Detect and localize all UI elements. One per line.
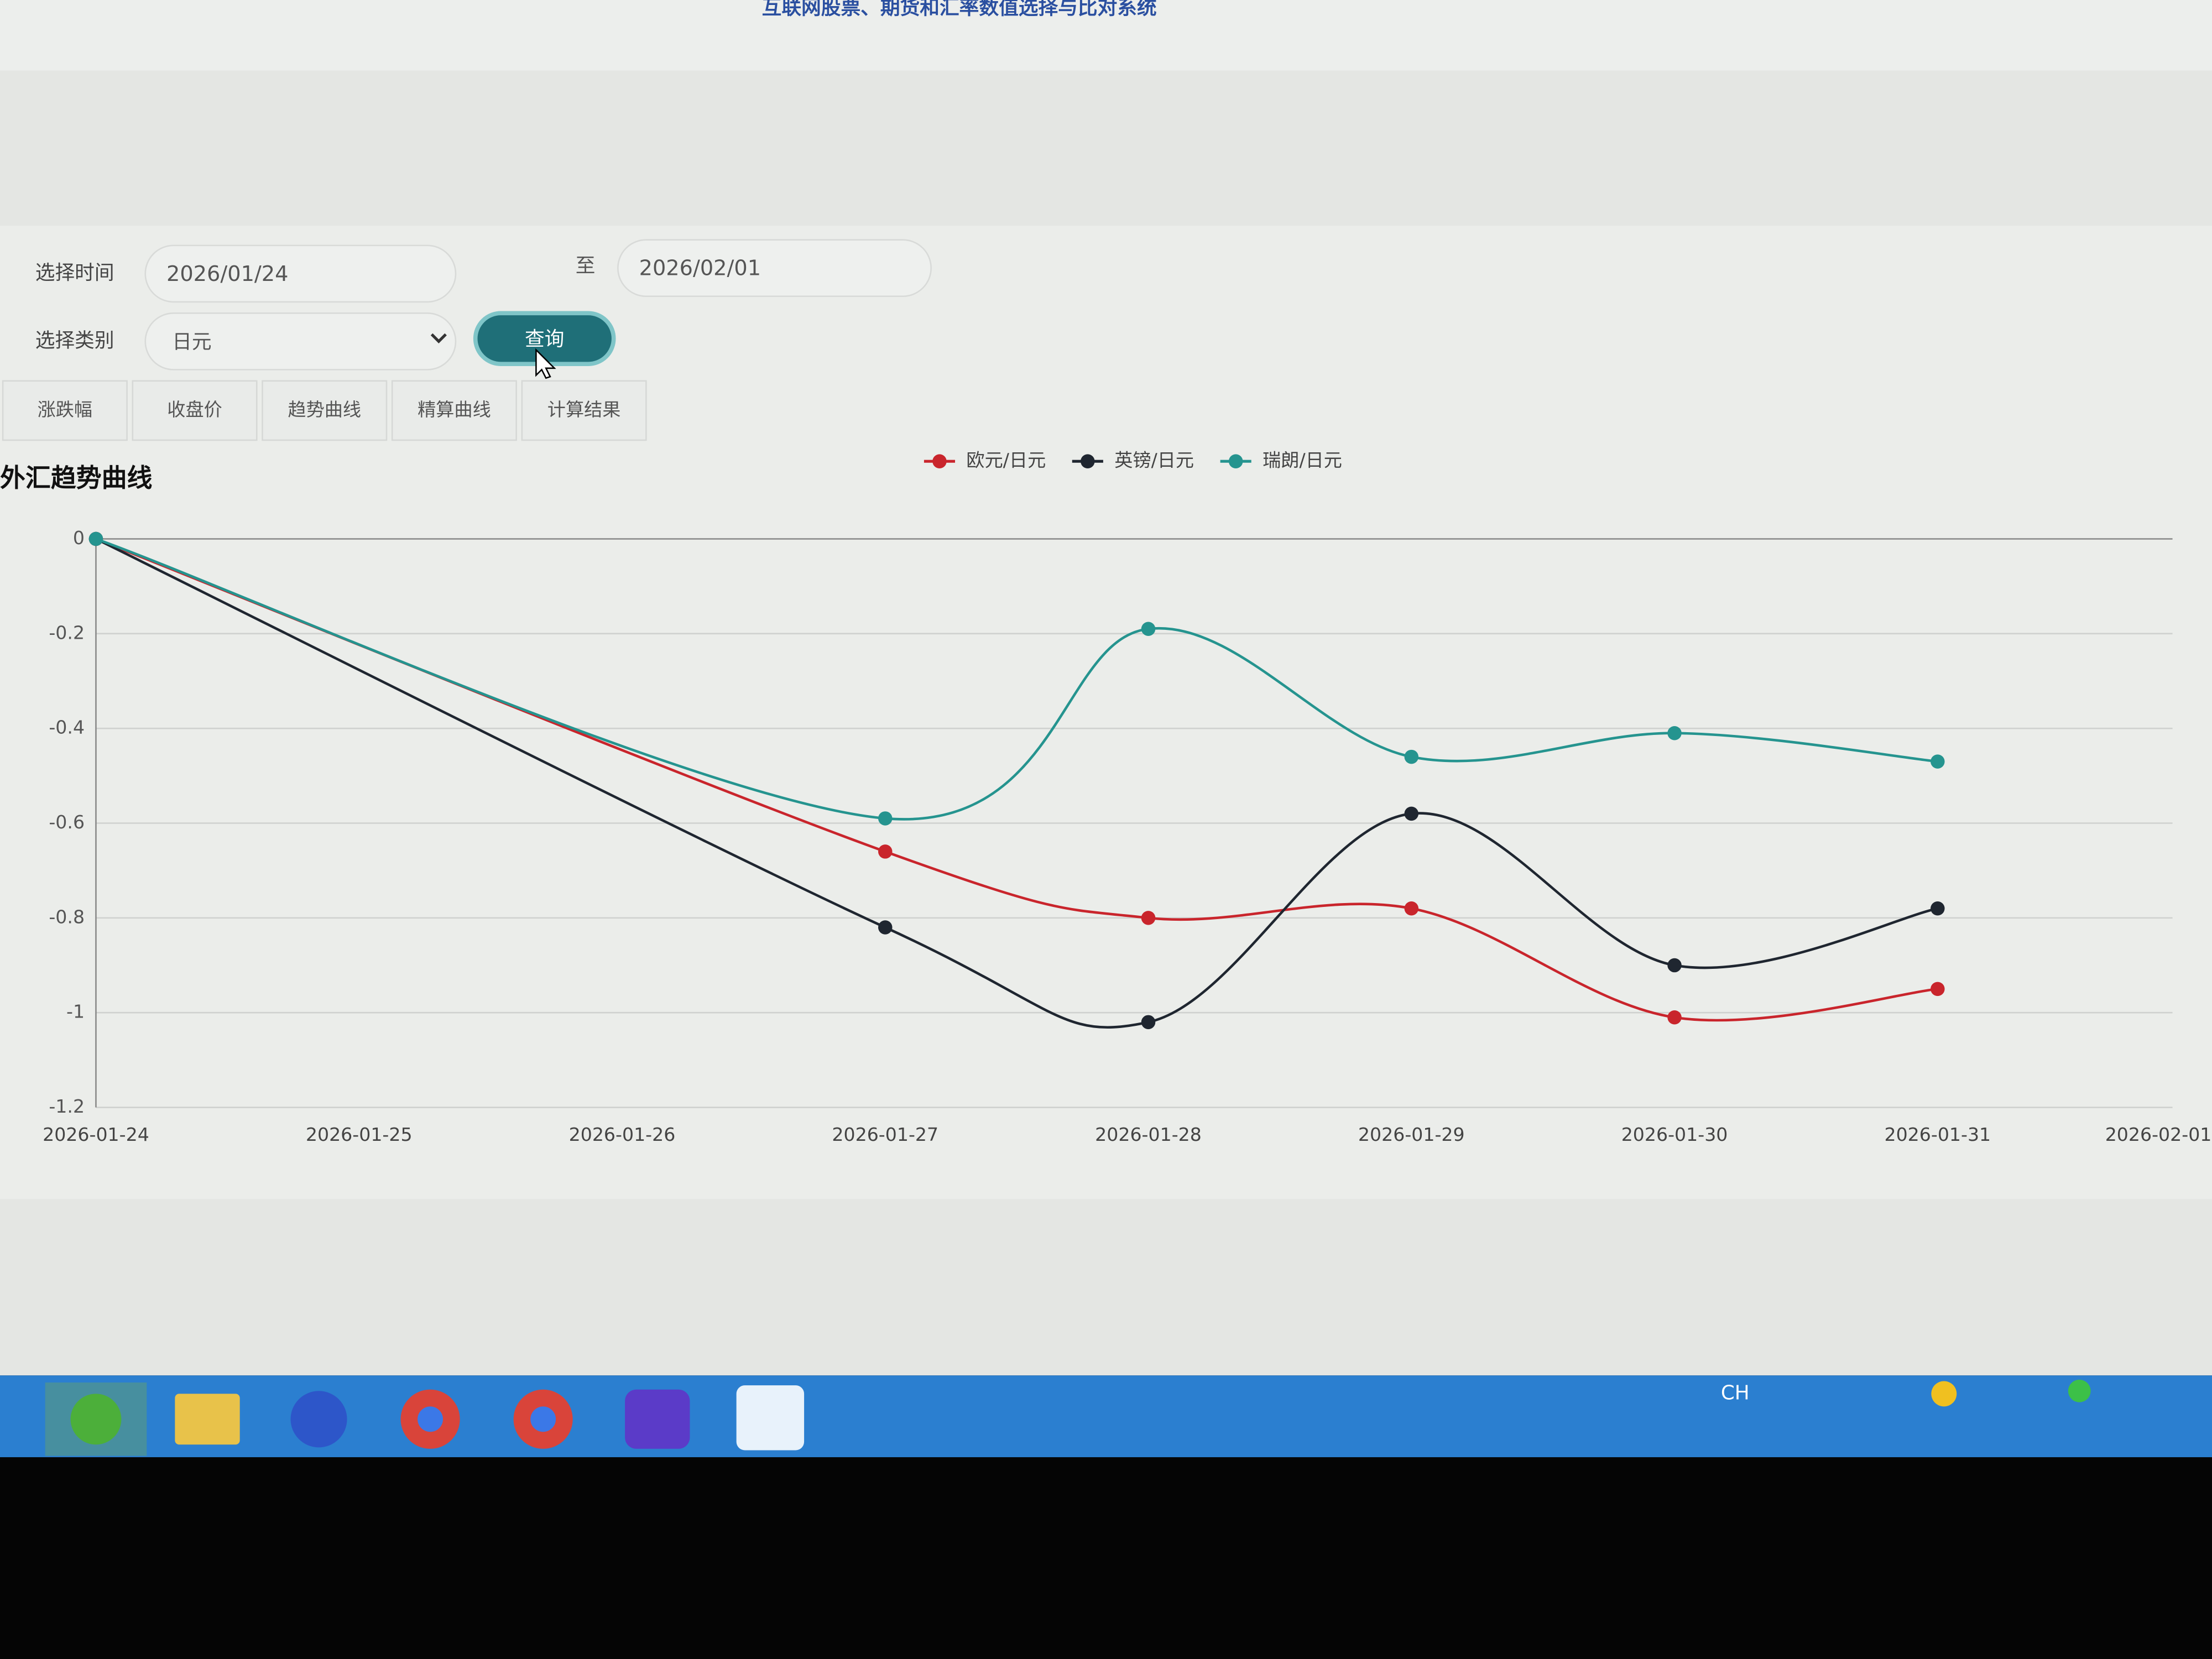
x-tick-label: 2026-01-29 (1358, 1124, 1465, 1145)
tab[interactable] (521, 380, 647, 441)
lang-indicator[interactable]: CH (1721, 1381, 1750, 1404)
tab-label: 收盘价 (167, 399, 222, 420)
ai-icon[interactable] (625, 1389, 690, 1449)
legend-marker (1228, 454, 1243, 468)
y-tick-label: -1.2 (49, 1095, 85, 1117)
point (1667, 726, 1682, 740)
bezel (0, 1457, 2212, 1659)
y-tick-label: -0.6 (49, 811, 85, 833)
x-tick-label: 2026-01-24 (43, 1124, 149, 1145)
tab[interactable] (2, 380, 128, 441)
y-tick-label: -0.8 (49, 906, 85, 927)
y-tick-label: -0.4 (49, 717, 85, 738)
header-title: 互联网股票、期货和汇率数值选择与比对系统 (762, 0, 1157, 19)
tab-label: 涨跌幅 (38, 399, 92, 420)
chrome-center (418, 1406, 444, 1432)
start-date: 2026/01/24 (166, 262, 288, 286)
end-input[interactable] (617, 239, 932, 297)
category-value: 日元 (172, 331, 211, 353)
tab[interactable] (391, 380, 517, 441)
point (1404, 901, 1419, 916)
x-tick-label: 2026-01-25 (306, 1124, 413, 1145)
x-tick-label: 2026-01-31 (1884, 1124, 1991, 1145)
time-label: 选择时间 (35, 262, 114, 284)
point (1141, 1015, 1156, 1030)
category-label: 选择类别 (35, 329, 114, 352)
header-bar (0, 0, 2212, 71)
legend-label: 英镑/日元 (1114, 450, 1194, 471)
chart-title: 外汇趋势曲线 (0, 463, 152, 493)
query-button-label: 查询 (525, 328, 564, 351)
ie-icon[interactable] (70, 1394, 122, 1445)
x-tick-label: 2026-02-01 (2105, 1124, 2212, 1145)
point (1931, 754, 1945, 769)
chrome-center-2 (530, 1406, 556, 1432)
point (1141, 622, 1156, 637)
point (88, 531, 103, 546)
folder-icon[interactable] (175, 1394, 240, 1445)
tray-icon[interactable] (1931, 1381, 1957, 1407)
x-tick-label: 2026-01-28 (1095, 1124, 1202, 1145)
end-date: 2026/02/01 (639, 256, 761, 281)
y-tick-label: 0 (73, 527, 85, 549)
point (878, 920, 893, 935)
tab-label: 趋势曲线 (288, 399, 361, 420)
tab[interactable] (132, 380, 258, 441)
start-input[interactable] (144, 244, 457, 303)
category-select[interactable] (144, 312, 457, 371)
point (1667, 1010, 1682, 1025)
point (1404, 806, 1419, 821)
select-arrow (430, 333, 447, 343)
legend-marker (932, 454, 947, 468)
legend-label: 瑞朗/日元 (1262, 450, 1342, 471)
tray-icon-2[interactable] (2068, 1379, 2091, 1402)
point (878, 811, 893, 826)
point (1404, 749, 1419, 764)
legend-marker (1081, 454, 1095, 468)
point (878, 844, 893, 859)
legend-label: 欧元/日元 (966, 450, 1046, 471)
y-tick-label: -1 (66, 1001, 85, 1022)
cursor (535, 348, 556, 379)
point (1667, 958, 1682, 973)
taskbar (0, 1375, 2212, 1458)
x-tick-label: 2026-01-26 (569, 1124, 676, 1145)
x-tick-label: 2026-01-27 (832, 1124, 938, 1145)
app-icon[interactable] (290, 1391, 347, 1448)
cloud-icon[interactable] (736, 1385, 805, 1451)
point (1931, 982, 1945, 997)
point (1931, 901, 1945, 916)
tab-label: 精算曲线 (418, 399, 491, 420)
tab[interactable] (262, 380, 388, 441)
point (1141, 911, 1156, 925)
y-tick-label: -0.2 (49, 622, 85, 643)
tab-label: 计算结果 (547, 399, 621, 420)
to-label: 至 (576, 254, 596, 277)
panel (0, 226, 2212, 1199)
x-tick-label: 2026-01-30 (1621, 1124, 1728, 1145)
